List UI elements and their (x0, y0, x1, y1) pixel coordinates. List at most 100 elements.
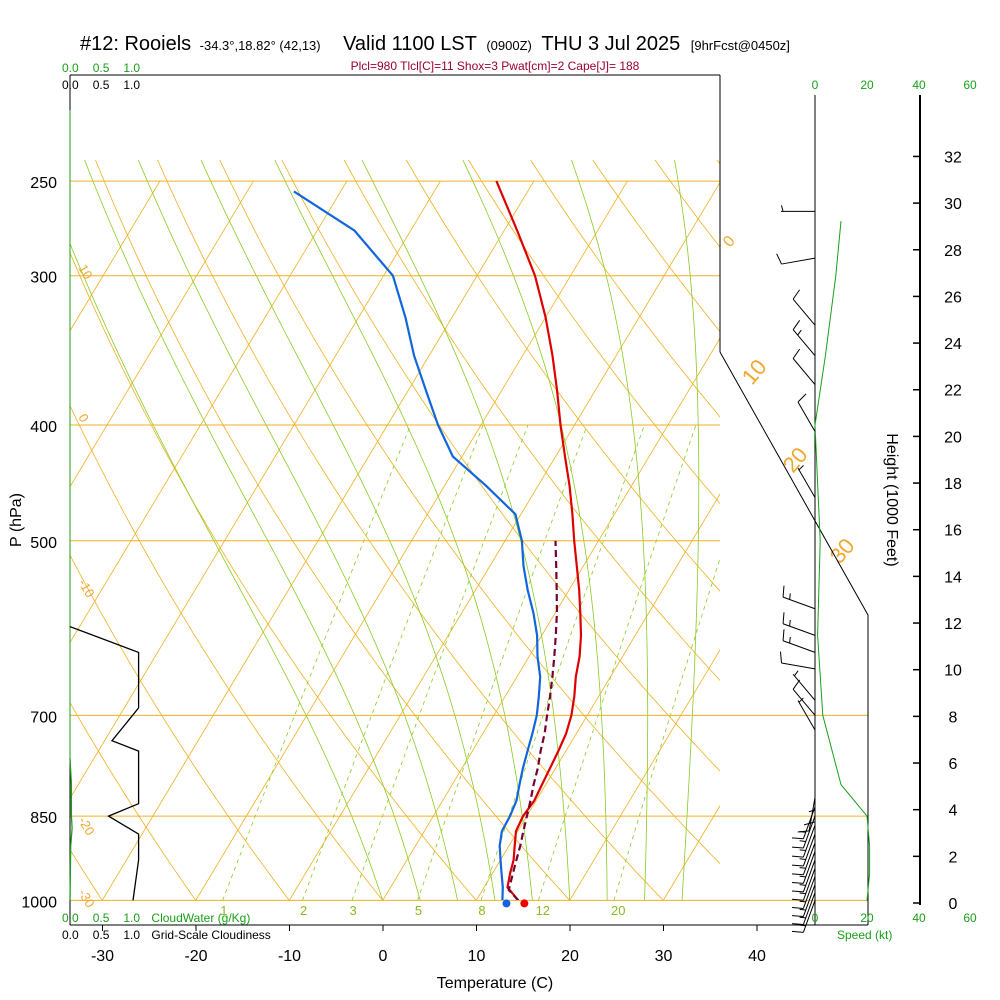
height-tick-label: 22 (944, 383, 962, 400)
isotherm-label: -20 (75, 814, 97, 838)
x-axis-label: Temperature (C) (437, 975, 553, 992)
height-tick-label: 16 (944, 523, 962, 540)
wind-barb (792, 348, 816, 385)
wind-barb (782, 629, 816, 653)
height-tick-label: 8 (949, 709, 958, 726)
svg-text:#12: Rooiels -34.3°,18.82°: #12: Rooiels -34.3°,18.82° (42,13) Valid… (80, 33, 790, 55)
moist-adiabat (361, 159, 571, 900)
mixing-ratio-label: 8 (478, 903, 485, 918)
height-axis-label: Height (1000 Feet) (883, 433, 900, 566)
parcel-line (507, 540, 559, 900)
cloud-panel (69, 110, 140, 901)
cloudiness-line (69, 625, 140, 901)
height-tick-label: 12 (944, 616, 962, 633)
wind-barb (782, 612, 816, 636)
wind-barb (792, 670, 816, 701)
isotherm-line (70, 180, 254, 488)
height-tick-label: 2 (949, 849, 958, 866)
moist-adiabat (200, 159, 496, 900)
svg-text:0: 0 (812, 78, 819, 92)
dry-adiabat (70, 404, 383, 900)
wind-barb (792, 679, 816, 716)
pressure-tick-label: 700 (30, 709, 57, 726)
temperature-tick-label: 20 (561, 948, 579, 965)
wind-barb (797, 465, 816, 498)
dewpoint-line (293, 190, 542, 900)
svg-text:20: 20 (860, 78, 874, 92)
mixing-ratio-label: 2 (300, 903, 307, 918)
wind-barb (791, 900, 816, 933)
pressure-tick-label: 300 (30, 270, 57, 287)
mixing-ratio-line (351, 424, 529, 900)
dry-adiabat (95, 159, 570, 900)
isotherm-label: 0 (75, 411, 92, 425)
wind-barb (791, 876, 816, 909)
pressure-tick-label: 850 (30, 810, 57, 827)
mixing-ratio-line (302, 424, 484, 900)
pressure-tick-label: 400 (30, 419, 57, 436)
pressure-tick-label: 1000 (21, 894, 57, 911)
pressure-tick-label: 250 (30, 175, 57, 192)
y-axis-label: P (hPa) (8, 493, 25, 547)
svg-text:40: 40 (912, 911, 926, 925)
svg-text:60: 60 (963, 911, 977, 925)
dry-adiabat (70, 251, 477, 900)
moist-adiabat (274, 159, 533, 900)
wind-barb (791, 851, 816, 884)
height-tick-label: 20 (944, 429, 962, 446)
cloudiness-bottom-ticks: 0.0 0.5 1.0 Grid-Scale Cloudiness (62, 928, 271, 942)
height-tick-label: 6 (949, 756, 958, 773)
height-tick-label: 4 (949, 803, 958, 820)
moist-adiabat (84, 159, 421, 900)
dry-adiabat (966, 160, 1000, 926)
wind-barb (791, 824, 816, 858)
moist-adiabat (70, 242, 384, 900)
mixing-ratio-line (538, 424, 697, 900)
wind-bottom-ticks: 0 20 40 60 (812, 911, 977, 925)
height-tick-label: 0 (949, 896, 958, 913)
isotherm-label: -10 (75, 576, 97, 600)
temperature-tick-label: 0 (379, 948, 388, 965)
isotherm-line (757, 181, 1000, 900)
title-forecast: [9hrFcst@0450z] (691, 38, 790, 53)
wind-barb (791, 815, 816, 849)
wind-barb (797, 393, 816, 432)
title-valid: Valid 1100 LST (343, 33, 477, 55)
dry-adiabat (405, 159, 720, 592)
isotherm-label: -30 (75, 886, 97, 910)
wind-barb (797, 797, 816, 833)
wind-barb (808, 778, 816, 813)
profile-lines (293, 180, 583, 908)
height-tick-label: 26 (944, 289, 962, 306)
wind-barb (791, 884, 816, 918)
temperature-tick-label: 10 (468, 948, 486, 965)
dry-adiabat (70, 848, 103, 900)
height-tick-label: 10 (944, 663, 962, 680)
wind-barb (797, 697, 816, 731)
wind-barb (776, 253, 816, 265)
dry-adiabat (592, 159, 720, 333)
plot-frame (69, 74, 869, 926)
wind-barb (779, 651, 816, 670)
height-tick-label: 18 (944, 476, 962, 493)
wind-barb (781, 205, 815, 212)
isotherm-label-right: 30 (825, 533, 860, 568)
svg-text:20: 20 (860, 911, 874, 925)
moist-adiabat (674, 159, 700, 900)
mixing-ratio-line (480, 424, 645, 900)
mixing-ratio-label: 12 (536, 903, 550, 918)
surface-dewpoint-dot (502, 899, 511, 908)
isotherm-line (70, 180, 161, 332)
temperature-tick-label: 40 (748, 948, 766, 965)
isotherm-label-right: 0 (720, 233, 739, 251)
wind-barb (791, 868, 816, 901)
cloudwater-bottom-ticks: 0.0 0.5 1.0 CloudWater (g/Kg) (62, 911, 250, 925)
title-zulu: (0900Z) (486, 38, 532, 53)
dry-adiabat (716, 159, 720, 165)
cloudwater-line (69, 757, 73, 901)
wind-barb (782, 585, 816, 610)
title-station: #12: Rooiels (80, 33, 191, 55)
mixing-ratio-label: 3 (349, 903, 356, 918)
mixing-ratio-line (417, 424, 588, 900)
